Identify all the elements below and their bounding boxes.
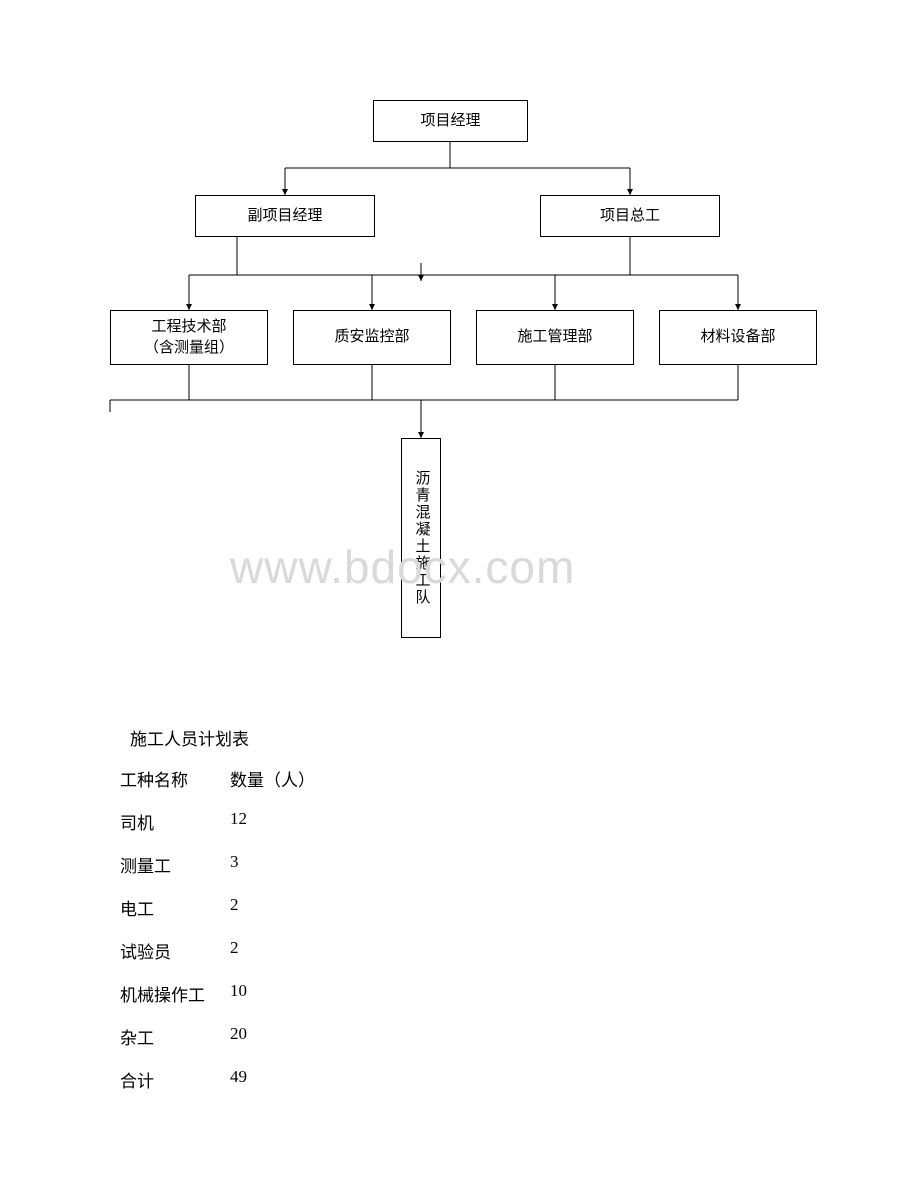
node-material-dept: 材料设备部 xyxy=(659,310,817,365)
table-cell: 49 xyxy=(230,1067,350,1092)
table-row: 试验员 2 xyxy=(120,938,350,963)
table-cell: 20 xyxy=(230,1024,350,1049)
node-project-manager: 项目经理 xyxy=(373,100,528,142)
table-cell: 10 xyxy=(230,981,350,1006)
table-header-cell: 工种名称 xyxy=(120,766,230,791)
watermark-text: www.bdocx.com xyxy=(230,540,575,594)
table-cell: 合计 xyxy=(120,1067,230,1092)
node-label: 施工管理部 xyxy=(517,327,592,348)
node-label: 材料设备部 xyxy=(700,327,775,348)
table-title: 施工人员计划表 xyxy=(130,725,350,750)
table-cell: 试验员 xyxy=(120,938,230,963)
table-row: 杂工 20 xyxy=(120,1024,350,1049)
node-engineering-dept: 工程技术部 （含测量组） xyxy=(110,310,268,365)
table-row: 合计 49 xyxy=(120,1067,350,1092)
node-deputy-manager: 副项目经理 xyxy=(195,195,375,237)
node-quality-dept: 质安监控部 xyxy=(293,310,451,365)
table-header-cell: 数量（人） xyxy=(230,766,350,791)
table-cell: 机械操作工 xyxy=(120,981,230,1006)
node-label: 质安监控部 xyxy=(334,327,409,348)
table-row: 电工 2 xyxy=(120,895,350,920)
node-label: 工程技术部 （含测量组） xyxy=(144,317,234,359)
table-cell: 电工 xyxy=(120,895,230,920)
node-label: 项目总工 xyxy=(600,206,660,227)
table-cell: 3 xyxy=(230,852,350,877)
table-cell: 司机 xyxy=(120,809,230,834)
table-cell: 12 xyxy=(230,809,350,834)
table-row: 司机 12 xyxy=(120,809,350,834)
table-cell: 杂工 xyxy=(120,1024,230,1049)
node-construction-dept: 施工管理部 xyxy=(476,310,634,365)
node-label: 项目经理 xyxy=(420,111,480,132)
node-chief-engineer: 项目总工 xyxy=(540,195,720,237)
node-label: 副项目经理 xyxy=(247,206,322,227)
node-construction-team: 沥青混凝土施工队 xyxy=(401,438,441,638)
table-cell: 测量工 xyxy=(120,852,230,877)
table-cell: 2 xyxy=(230,938,350,963)
table-row: 测量工 3 xyxy=(120,852,350,877)
table-row: 机械操作工 10 xyxy=(120,981,350,1006)
table-cell: 2 xyxy=(230,895,350,920)
personnel-table: 施工人员计划表 工种名称 数量（人） 司机 12 测量工 3 电工 2 试验员 … xyxy=(120,725,350,1110)
table-header-row: 工种名称 数量（人） xyxy=(120,766,350,791)
